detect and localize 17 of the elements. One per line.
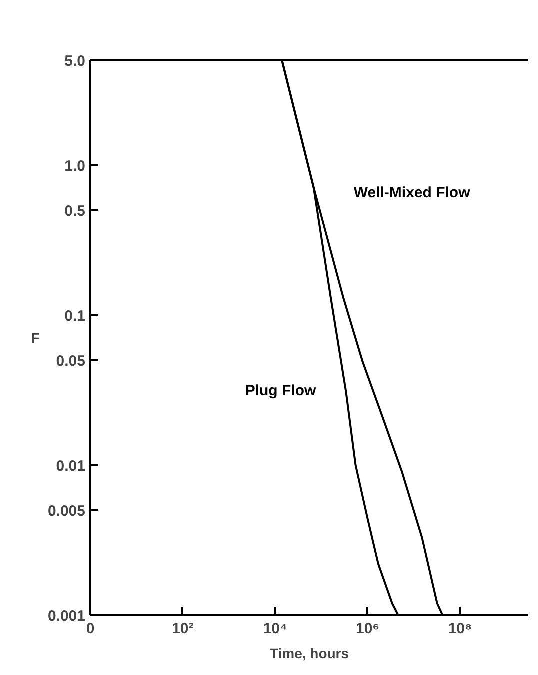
y-tick-label: 0.1 <box>64 308 86 325</box>
y-tick-label: 0.005 <box>48 503 86 520</box>
y-tick-label: 5.0 <box>64 53 86 70</box>
x-tick-label: 10⁴ <box>263 620 288 638</box>
x-axis-title: Time, hours <box>270 646 350 662</box>
y-axis-title: F <box>31 330 40 346</box>
y-tick-label: 1.0 <box>64 158 86 175</box>
y-tick-label: 0.5 <box>64 203 86 220</box>
series-label: Plug Flow <box>245 382 316 400</box>
x-tick-label: 10² <box>172 620 194 638</box>
text: Well-Mixed Flow <box>354 184 471 202</box>
x-tick-label: 10⁸ <box>448 620 472 638</box>
y-tick-label: 0.01 <box>56 458 86 475</box>
x-tick-label: 0 <box>86 620 95 638</box>
y-tick-label: 0.05 <box>56 353 86 370</box>
y-tick-label: 0.001 <box>48 608 86 625</box>
x-tick-label: 10⁶ <box>356 620 380 638</box>
